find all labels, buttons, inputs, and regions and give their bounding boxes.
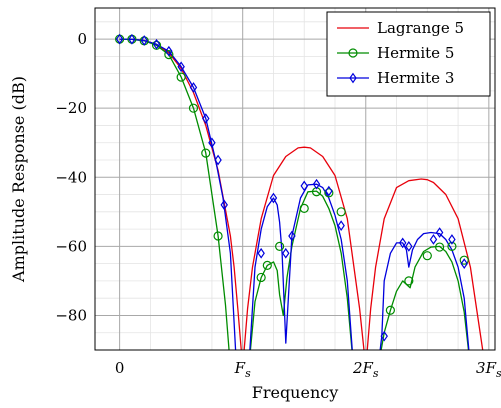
series-marker-1: [164, 50, 174, 60]
x-tick-labels: 0 Fs 2Fs 3Fs: [115, 359, 501, 380]
plot-frame: [94, 7, 496, 351]
y-tick-label: −60: [55, 237, 87, 255]
series-marker-1: [435, 242, 445, 252]
series-lines: [119, 38, 484, 350]
series-marker-1: [422, 251, 432, 261]
series-marker-2: [140, 35, 148, 46]
series-marker-2: [429, 234, 438, 245]
series-marker-1: [256, 272, 266, 283]
series-marker-2: [312, 178, 321, 190]
series-marker-1: [262, 260, 272, 270]
series-marker-1: [188, 103, 199, 113]
series-marker-2: [214, 154, 222, 166]
series-marker-2: [325, 185, 333, 197]
y-tick-label: −20: [55, 99, 87, 117]
minor-grid: [95, 8, 495, 351]
series-marker-1: [213, 231, 223, 241]
series-marker-1: [385, 305, 395, 315]
series-marker-1: [299, 203, 309, 213]
x-tick-label: 2Fs: [352, 359, 379, 380]
series-marker-2: [115, 33, 124, 45]
legend-box: [326, 11, 491, 97]
legend-label-1: Hermite 5: [377, 44, 454, 62]
x-tick-label: 3Fs: [476, 359, 501, 380]
series-marker-2: [165, 45, 173, 57]
series-marker-2: [128, 33, 136, 45]
x-tick-label: 0: [115, 359, 125, 377]
legend: Lagrange 5 Hermite 5 Hermite 3: [326, 11, 491, 97]
series-marker-2: [337, 220, 345, 231]
legend-marker-2: [349, 72, 357, 84]
y-axis-label: Amplitude Response (dB): [9, 76, 28, 283]
series-marker-2: [152, 38, 161, 50]
series-marker-2: [460, 258, 468, 269]
series-marker-2: [220, 199, 228, 211]
series-marker-1: [336, 207, 346, 217]
series-marker-1: [275, 241, 285, 251]
series-marker-2: [189, 82, 198, 93]
x-tick-label: Fs: [234, 359, 251, 380]
series-marker-2: [435, 227, 444, 238]
x-axis-label: Frequency: [252, 383, 339, 402]
legend-label-0: Lagrange 5: [377, 19, 464, 37]
series-marker-2: [208, 137, 216, 149]
series-marker-2: [269, 192, 278, 204]
series-marker-2: [288, 230, 296, 242]
series-marker-1: [404, 276, 414, 286]
series-line-0: [119, 38, 484, 350]
series-line-1: [119, 38, 470, 350]
series-marker-2: [177, 61, 185, 73]
series-marker-2: [380, 330, 388, 342]
series-line-2: [119, 38, 470, 350]
major-grid: [95, 8, 495, 350]
series-marker-1: [459, 255, 469, 265]
y-tick-label: −40: [55, 168, 87, 186]
series-marker-2: [405, 241, 413, 252]
y-tick-labels: 0 −20 −40 −60 −80: [55, 30, 87, 324]
legend-marker-1: [348, 48, 358, 58]
series-markers: [115, 33, 469, 342]
series-marker-2: [398, 237, 407, 249]
series-marker-2: [257, 247, 265, 259]
series-marker-1: [176, 72, 186, 82]
series-marker-2: [282, 247, 290, 259]
series-marker-1: [324, 188, 334, 198]
y-tick-label: −80: [55, 306, 87, 324]
series-marker-1: [447, 241, 457, 251]
series-marker-2: [448, 234, 456, 245]
y-tick-label: 0: [77, 30, 87, 48]
series-marker-2: [202, 113, 210, 124]
series-marker-2: [300, 180, 308, 192]
legend-label-2: Hermite 3: [377, 69, 454, 87]
series-marker-1: [201, 148, 211, 158]
